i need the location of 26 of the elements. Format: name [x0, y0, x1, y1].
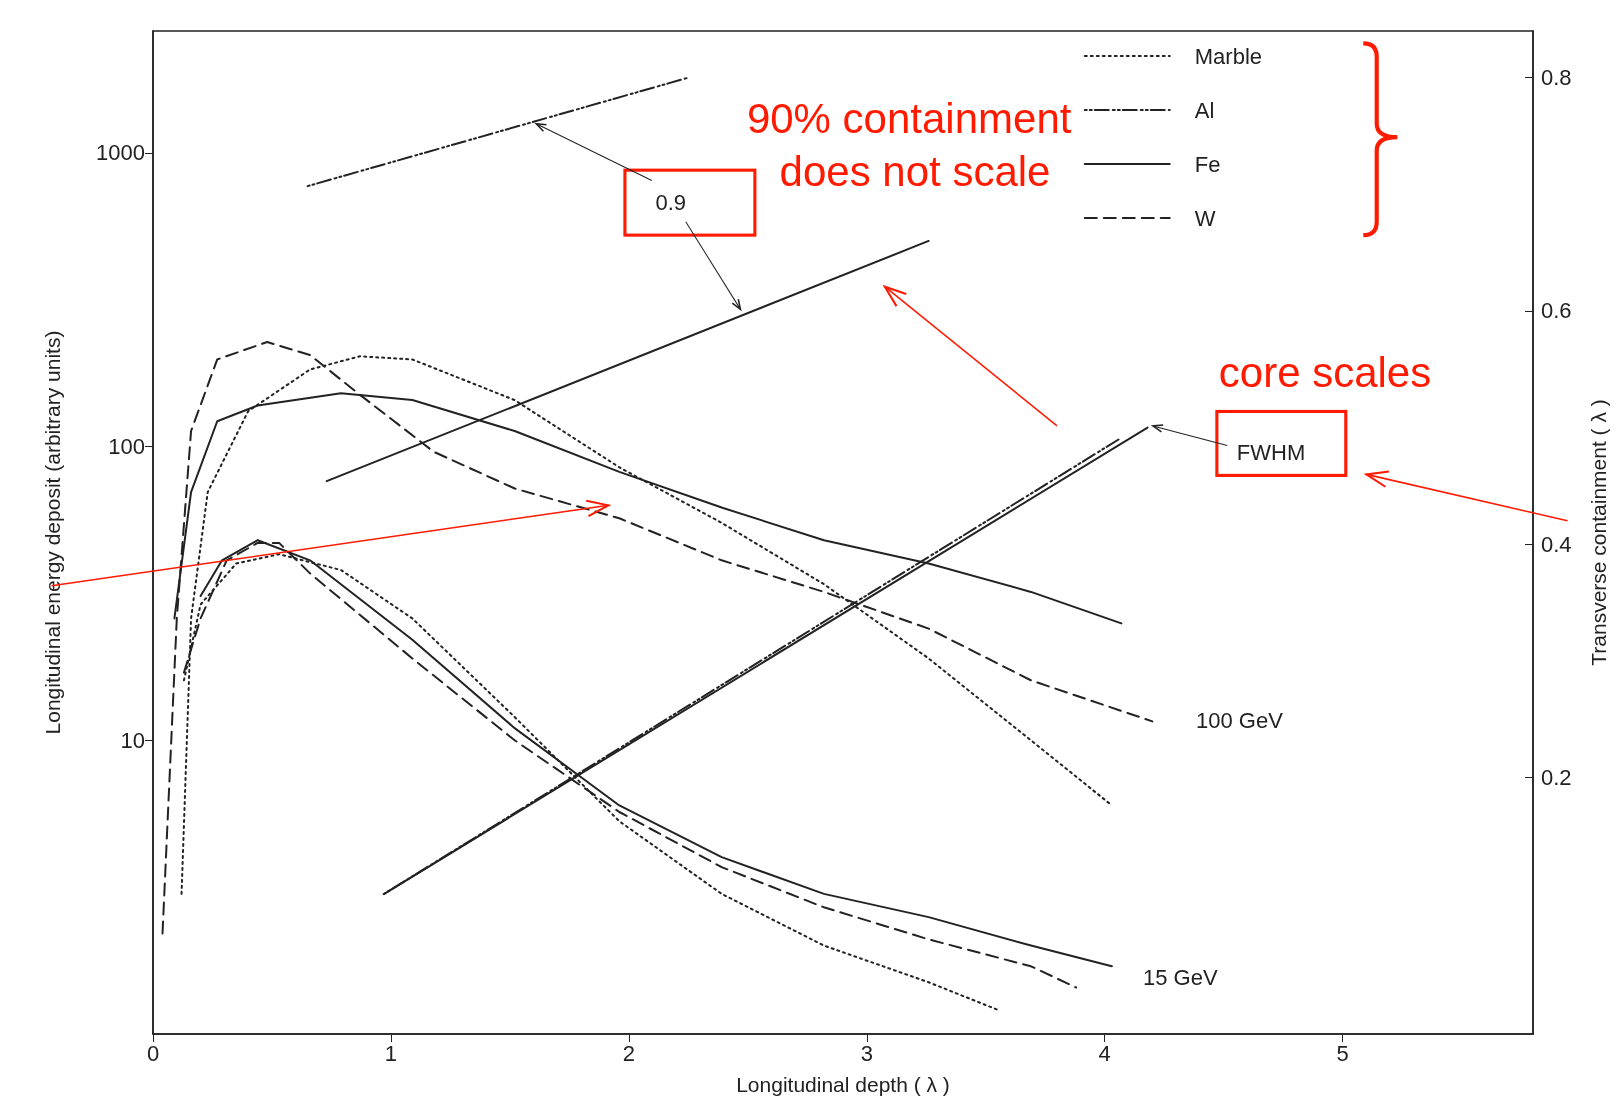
annotation: 15 GeV	[1143, 964, 1218, 990]
x-tick-label: 3	[860, 1040, 873, 1066]
annotation: 90% containment does not scale	[746, 95, 1084, 195]
legend-label: Fe	[1194, 151, 1221, 177]
y-tick-label: 100	[108, 434, 145, 460]
annotation: core scales	[1218, 348, 1432, 396]
annotation: FWHM	[1236, 439, 1306, 465]
y2-axis-title: Transverse containment ( λ )	[1587, 399, 1610, 666]
y2-tick-label: 0.2	[1541, 764, 1572, 790]
legend-label: W	[1194, 205, 1216, 231]
x-tick-label: 4	[1098, 1040, 1111, 1066]
legend-label: Marble	[1194, 43, 1262, 69]
legend-label: Al	[1194, 97, 1215, 123]
x-tick-label: 1	[384, 1040, 398, 1066]
x-tick-label: 2	[622, 1040, 635, 1066]
annotation: 0.9	[655, 189, 686, 215]
x-axis-title: Longitudinal depth ( λ )	[736, 1073, 950, 1096]
y-tick-label: 10	[120, 727, 145, 753]
annotation: 100 GeV	[1196, 707, 1284, 733]
y2-tick-label: 0.8	[1541, 65, 1572, 91]
y-axis-title: Longitudinal energy deposit (arbitrary units)	[41, 330, 64, 735]
y2-tick-label: 0.4	[1541, 531, 1572, 557]
y-tick-label: 1000	[96, 140, 145, 166]
x-tick-label: 5	[1336, 1040, 1349, 1066]
y2-tick-label: 0.6	[1541, 298, 1572, 324]
x-tick-label: 0	[146, 1040, 160, 1066]
